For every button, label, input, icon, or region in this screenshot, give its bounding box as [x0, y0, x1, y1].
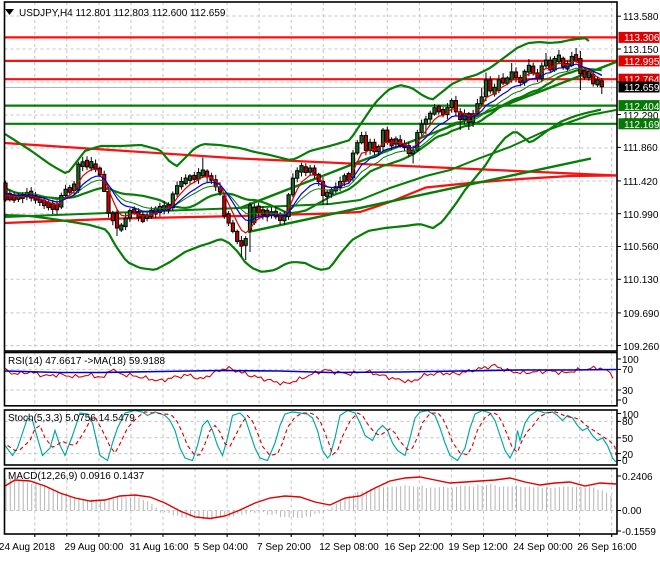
svg-text:109.690: 109.690: [623, 309, 660, 320]
svg-text:50: 50: [622, 434, 634, 445]
svg-text:112.995: 112.995: [624, 57, 660, 68]
svg-text:111.420: 111.420: [623, 177, 658, 188]
svg-text:100: 100: [622, 355, 639, 366]
svg-text:80: 80: [622, 417, 634, 428]
svg-text:0: 0: [622, 396, 628, 407]
svg-text:MACD(12,26,9) 0.0916 0.1437: MACD(12,26,9) 0.0916 0.1437: [8, 471, 145, 482]
svg-text:12 Sep 08:00: 12 Sep 08:00: [319, 542, 379, 553]
svg-text:RSI(14) 47.6617 ->MA(18) 59.9: RSI(14) 47.6617 ->MA(18) 59.9188: [8, 356, 165, 367]
svg-text:110.130: 110.130: [623, 275, 659, 286]
svg-text:70: 70: [622, 365, 634, 376]
svg-text:7 Sep 20:00: 7 Sep 20:00: [257, 542, 311, 553]
svg-text:100: 100: [622, 410, 639, 421]
svg-text:112.659: 112.659: [624, 83, 660, 94]
svg-text:0: 0: [622, 456, 628, 467]
svg-text:Stoch(5,3,3) 5.0756 14.5479: Stoch(5,3,3) 5.0756 14.5479: [8, 413, 135, 424]
svg-text:19 Sep 12:00: 19 Sep 12:00: [448, 542, 508, 553]
svg-text:112.169: 112.169: [624, 120, 660, 131]
svg-text:-0.1559: -0.1559: [622, 527, 656, 538]
svg-text:24 Aug 2018: 24 Aug 2018: [0, 542, 56, 553]
svg-text:112.290: 112.290: [623, 111, 659, 122]
svg-text:0.2406: 0.2406: [622, 472, 653, 483]
svg-text:30: 30: [622, 386, 634, 397]
svg-text:16 Sep 22:00: 16 Sep 22:00: [384, 542, 444, 553]
svg-text:113.580: 113.580: [623, 12, 659, 23]
svg-text:113.150: 113.150: [623, 45, 659, 56]
svg-text:24 Sep 00:00: 24 Sep 00:00: [513, 542, 573, 553]
svg-text:0.00: 0.00: [622, 506, 642, 517]
svg-text:109.260: 109.260: [623, 342, 660, 353]
svg-text:111.860: 111.860: [623, 143, 658, 154]
svg-text:110.560: 110.560: [623, 242, 659, 253]
svg-text:5 Sep 04:00: 5 Sep 04:00: [194, 542, 248, 553]
svg-text:20: 20: [622, 450, 634, 461]
svg-text:26 Sep 16:00: 26 Sep 16:00: [577, 542, 637, 553]
svg-text:29 Aug 00:00: 29 Aug 00:00: [65, 542, 124, 553]
svg-text:110.990: 110.990: [623, 210, 659, 221]
svg-text:USDJPY,H4 112.801 112.803 112: USDJPY,H4 112.801 112.803 112.600 112.65…: [19, 8, 226, 19]
svg-text:31 Aug 16:00: 31 Aug 16:00: [130, 542, 189, 553]
svg-text:112.404: 112.404: [624, 102, 660, 113]
svg-text:113.306: 113.306: [624, 33, 660, 44]
svg-text:112.764: 112.764: [624, 75, 660, 86]
